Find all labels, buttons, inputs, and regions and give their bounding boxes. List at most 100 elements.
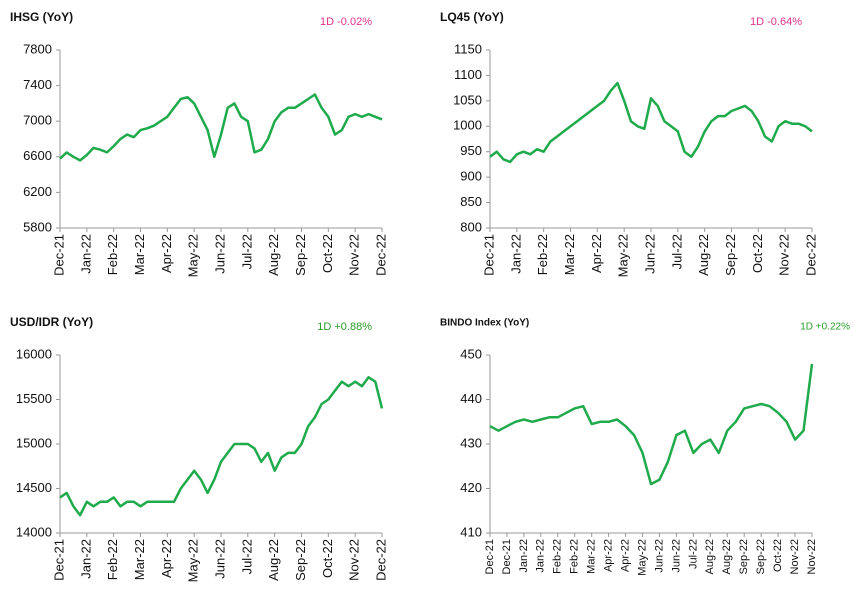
x-tick-label: Jun-22	[653, 539, 665, 573]
x-tick-label: Aug-22	[696, 234, 711, 276]
x-tick-label: Apr-22	[589, 234, 604, 273]
change-annotation: 1D -0.64%	[750, 16, 802, 28]
y-tick-label: 430	[460, 435, 482, 450]
change-annotation: 1D -0.02%	[320, 16, 372, 28]
x-tick-label: Jun-22	[212, 234, 227, 274]
y-tick-label: 1150	[454, 41, 482, 56]
y-tick-label: 1050	[453, 92, 482, 107]
y-tick-label: 1100	[454, 67, 482, 82]
y-tick-label: 16000	[16, 346, 52, 361]
x-tick-label: Mar-22	[562, 234, 577, 275]
y-tick-label: 950	[460, 143, 482, 158]
x-tick-label: Oct-22	[772, 539, 784, 572]
x-tick-label: Dec-22	[373, 234, 388, 276]
x-tick-label: May-22	[636, 539, 648, 576]
x-tick-label: Jan-22	[518, 539, 530, 573]
x-tick-label: Sep-22	[723, 234, 738, 276]
x-tick-label: Dec-21	[51, 539, 66, 581]
x-tick-label: Jul-22	[687, 539, 699, 569]
x-tick-label: Feb-22	[535, 234, 550, 275]
chart-title: USD/IDR (YoY)	[10, 315, 93, 329]
series-line	[489, 81, 813, 164]
y-tick-label: 7400	[23, 77, 52, 92]
chart-panel: BINDO Index (YoY) 1D +0.22% 410 420 430 440 45…	[440, 318, 850, 576]
y-tick-label: 900	[460, 169, 482, 184]
x-tick-label: Jan-22	[508, 234, 523, 274]
series-line	[59, 93, 383, 162]
y-tick-label: 1000	[453, 118, 482, 133]
x-tick-label: Jan-22	[78, 234, 93, 274]
x-tick-label: Apr-22	[159, 539, 174, 578]
y-tick-label: 6200	[23, 184, 52, 199]
x-tick-label: Aug-22	[266, 539, 281, 581]
y-tick-label: 15500	[16, 391, 52, 406]
x-tick-label: Dec-21	[484, 539, 496, 574]
series-line	[59, 376, 384, 517]
chart-title: LQ45 (YoY)	[440, 10, 504, 24]
x-tick-label: Aug-22	[266, 234, 281, 276]
x-tick-label: Mar-22	[586, 539, 598, 574]
chart-panel: LQ45 (YoY) 1D -0.64% 800 850 900 950 1000 1050 1…	[440, 10, 818, 277]
y-tick-label: 420	[460, 480, 482, 495]
x-tick-label: Jun-22	[670, 539, 682, 573]
y-tick-label: 15000	[16, 435, 52, 450]
x-tick-label: May-22	[186, 234, 201, 277]
x-tick-label: Apr-22	[603, 539, 615, 572]
x-tick-label: May-22	[186, 539, 201, 582]
x-tick-label: Apr-22	[619, 539, 631, 572]
y-tick-label: 440	[460, 391, 482, 406]
y-tick-label: 14000	[16, 524, 52, 539]
x-tick-label: Sep-22	[293, 539, 308, 581]
x-tick-label: Sep-22	[755, 539, 767, 574]
y-tick-label: 6600	[23, 148, 52, 163]
x-tick-label: Sep-22	[293, 234, 308, 276]
chart-title: IHSG (YoY)	[10, 10, 73, 24]
x-tick-label: Dec-21	[501, 539, 513, 574]
x-tick-label: Mar-22	[132, 234, 147, 275]
x-tick-label: Jan-22	[78, 539, 93, 579]
x-tick-label: Nov-22	[347, 234, 362, 276]
x-tick-label: Feb-22	[569, 539, 581, 574]
series-line	[489, 363, 814, 486]
x-tick-label: Dec-22	[373, 539, 388, 581]
x-tick-label: Oct-22	[750, 234, 765, 273]
x-tick-label: Jul-22	[239, 234, 254, 269]
y-tick-label: 5800	[23, 219, 52, 234]
y-tick-label: 410	[460, 524, 482, 539]
y-tick-label: 800	[460, 219, 482, 234]
x-tick-label: Dec-21	[481, 234, 496, 276]
x-tick-label: Jan-22	[535, 539, 547, 573]
chart-panel: USD/IDR (YoY) 1D +0.88% 14000 14500 15000 155…	[10, 315, 388, 582]
y-tick-label: 7000	[23, 113, 52, 128]
x-tick-label: Jul-22	[669, 234, 684, 269]
x-tick-label: Oct-22	[320, 539, 335, 578]
y-tick-label: 450	[460, 346, 482, 361]
chart-title: BINDO Index (YoY)	[440, 318, 529, 329]
x-tick-label: Feb-22	[105, 234, 120, 275]
x-tick-label: Feb-22	[105, 539, 120, 580]
y-tick-label: 850	[460, 194, 482, 209]
x-tick-label: Aug-22	[704, 539, 716, 574]
y-tick-label: 7800	[23, 41, 52, 56]
x-tick-label: Nov-22	[777, 234, 792, 276]
change-annotation: 1D +0.22%	[800, 322, 850, 333]
x-tick-label: Nov-22	[789, 539, 801, 574]
x-tick-label: Nov-22	[806, 539, 818, 574]
x-tick-label: Sep-22	[738, 539, 750, 574]
x-tick-label: Mar-22	[132, 539, 147, 580]
change-annotation: 1D +0.88%	[317, 321, 372, 333]
x-tick-label: Apr-22	[159, 234, 174, 273]
x-tick-label: Jul-22	[239, 539, 254, 574]
x-tick-label: Jun-22	[642, 234, 657, 274]
x-tick-label: Dec-22	[803, 234, 818, 276]
x-tick-label: Nov-22	[347, 539, 362, 581]
y-tick-label: 14500	[16, 480, 52, 495]
x-tick-label: Aug-22	[721, 539, 733, 574]
x-tick-label: May-22	[616, 234, 631, 277]
x-tick-label: Oct-22	[320, 234, 335, 273]
x-tick-label: Feb-22	[552, 539, 564, 574]
chart-panel: IHSG (YoY) 1D -0.02% 5800 6200 6600 7000 7400 7…	[10, 10, 388, 277]
x-tick-label: Jun-22	[212, 539, 227, 579]
x-tick-label: Dec-21	[51, 234, 66, 276]
